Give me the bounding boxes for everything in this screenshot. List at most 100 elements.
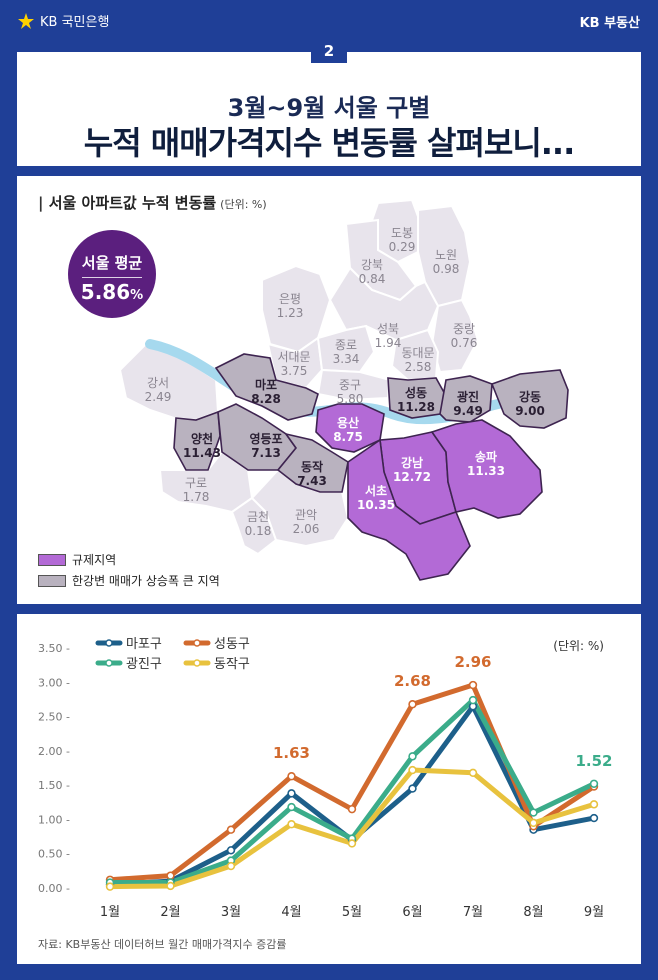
district-name-3: 은평 <box>279 292 301 306</box>
series-3-point-4 <box>347 839 357 848</box>
legend-marker-1 <box>193 639 201 647</box>
district-value-9: 5.80 <box>337 392 364 406</box>
legend-label-3: 동작구 <box>214 657 250 672</box>
legend-marker-3 <box>193 659 201 667</box>
legend-marker-0 <box>105 639 113 647</box>
district-name-15: 용산 <box>337 415 359 430</box>
chart-card <box>17 614 641 964</box>
district-value-16: 11.43 <box>183 446 221 460</box>
district-value-13: 9.00 <box>515 404 545 418</box>
district-name-9: 중구 <box>339 378 361 392</box>
district-value-17: 7.13 <box>251 446 281 460</box>
series-3-point-5 <box>408 765 417 775</box>
line-chart: 0.00 - 0.50 - 1.00 - 1.50 - 2.00 - 2.50 - 3.00… <box>38 637 612 920</box>
series-3-point-3 <box>287 820 296 829</box>
series-2-point-5 <box>408 752 417 761</box>
x-tick-label-5: 6월 <box>402 905 422 920</box>
district-outline-13 <box>490 369 569 429</box>
data-label-3: 1.52 <box>575 752 612 770</box>
series-3-point-2 <box>226 861 236 871</box>
source-note: 자료: KB부동산 데이터허브 월간 매매가격지수 증감률 <box>38 938 287 951</box>
series-1-point-4 <box>347 804 357 814</box>
left-brand-text: KB 국민은행 <box>40 15 110 30</box>
series-1-point-5 <box>408 700 417 709</box>
series-1-point-6 <box>468 680 478 690</box>
district-value-5: 0.76 <box>451 336 478 350</box>
y-tick-label-2: 1.00 - <box>38 813 70 826</box>
district-value-23: 0.18 <box>245 524 272 538</box>
average-unit: % <box>130 288 144 303</box>
district-value-22: 1.78 <box>183 490 210 504</box>
district-outline-21 <box>347 438 471 581</box>
district-value-2: 0.84 <box>359 272 386 286</box>
series-0-point-8 <box>589 813 599 823</box>
district-name-4: 성북 <box>377 322 399 336</box>
district-name-10: 마포 <box>255 377 277 392</box>
x-tick-label-0: 1월 <box>100 905 120 920</box>
district-name-6: 서대문 <box>277 350 310 364</box>
data-label-0: 1.63 <box>273 744 310 762</box>
district-name-21: 서초 <box>365 483 387 498</box>
right-brand-text: KB 부동산 <box>579 16 640 31</box>
series-3-point-0 <box>105 882 115 891</box>
district-value-18: 7.43 <box>297 474 327 488</box>
map-title-text: 서울 아파트값 누적 변동률 <box>48 194 217 212</box>
regulated-swatch <box>38 553 66 566</box>
district-name-12: 광진 <box>457 389 479 404</box>
district-name-5: 중랑 <box>453 322 475 336</box>
seoul-average-badge: 서울 평균 5.86% <box>68 230 156 318</box>
map-legend-regulated: 규제지역 <box>38 551 116 568</box>
x-tick-label-6: 7월 <box>463 905 483 920</box>
district-value-15: 8.75 <box>333 430 363 444</box>
district-value-8: 2.58 <box>405 360 432 374</box>
district-name-11: 성동 <box>405 386 427 400</box>
y-tick-label-5: 2.50 - <box>38 711 70 724</box>
x-tick-label-2: 3월 <box>221 905 241 920</box>
kb-star-icon <box>18 12 34 29</box>
series-2-point-7 <box>529 808 538 817</box>
series-2-point-6 <box>468 695 478 705</box>
series-3-point-1 <box>166 881 175 891</box>
average-value-wrap: 5.86% <box>68 280 156 304</box>
district-value-14: 2.49 <box>145 390 172 404</box>
legend-label-riverside: 한강변 매매가 상승폭 큰 지역 <box>72 574 220 588</box>
district-name-23: 금천 <box>247 509 269 524</box>
title-line-2: 누적 매매가격지수 변동률 살펴보니... <box>83 124 576 162</box>
series-0-point-2 <box>226 846 236 855</box>
district-value-6: 3.75 <box>281 364 308 378</box>
district-value-19: 12.72 <box>393 470 431 484</box>
kb-bank-logo: KB 국민은행 <box>18 11 109 30</box>
district-name-20: 송파 <box>475 449 497 464</box>
series-0-point-3 <box>287 789 296 798</box>
y-tick-label-7: 3.50 - <box>38 642 70 655</box>
district-name-1: 노원 <box>435 248 457 262</box>
title-card <box>17 52 641 166</box>
legend-label-1: 성동구 <box>214 637 250 652</box>
district-name-13: 강동 <box>519 390 541 404</box>
district-name-22: 구로 <box>185 476 207 490</box>
district-outline-16 <box>173 410 221 471</box>
y-tick-label-6: 3.00 - <box>38 676 70 689</box>
seoul-map: 도봉0.29노원0.98강북0.84은평1.23성북1.94중랑0.76서대문3… <box>118 198 570 582</box>
series-line-1 <box>107 682 597 883</box>
riverside-swatch <box>38 574 66 587</box>
series-1-point-3 <box>287 772 296 781</box>
district-outline-18 <box>276 432 349 493</box>
series-2-point-3 <box>287 802 296 812</box>
district-value-1: 0.98 <box>433 262 460 276</box>
district-value-12: 9.49 <box>453 404 483 418</box>
y-tick-label-3: 1.50 - <box>38 779 70 792</box>
district-value-3: 1.23 <box>277 306 304 320</box>
legend-label-2: 광진구 <box>126 657 162 672</box>
chart-unit: (단위: %) <box>553 639 604 653</box>
district-value-24: 2.06 <box>293 522 320 536</box>
legend-label-0: 마포구 <box>126 637 162 652</box>
district-outline-10 <box>214 353 319 421</box>
district-value-11: 11.28 <box>397 400 435 414</box>
series-line-2 <box>107 697 597 886</box>
map-legend-riverside: 한강변 매매가 상승폭 큰 지역 <box>38 572 220 589</box>
legend-label-regulated: 규제지역 <box>72 553 117 567</box>
average-label: 서울 평균 <box>81 254 143 272</box>
district-value-7: 3.34 <box>333 352 360 366</box>
y-tick-label-1: 0.50 - <box>38 848 70 861</box>
